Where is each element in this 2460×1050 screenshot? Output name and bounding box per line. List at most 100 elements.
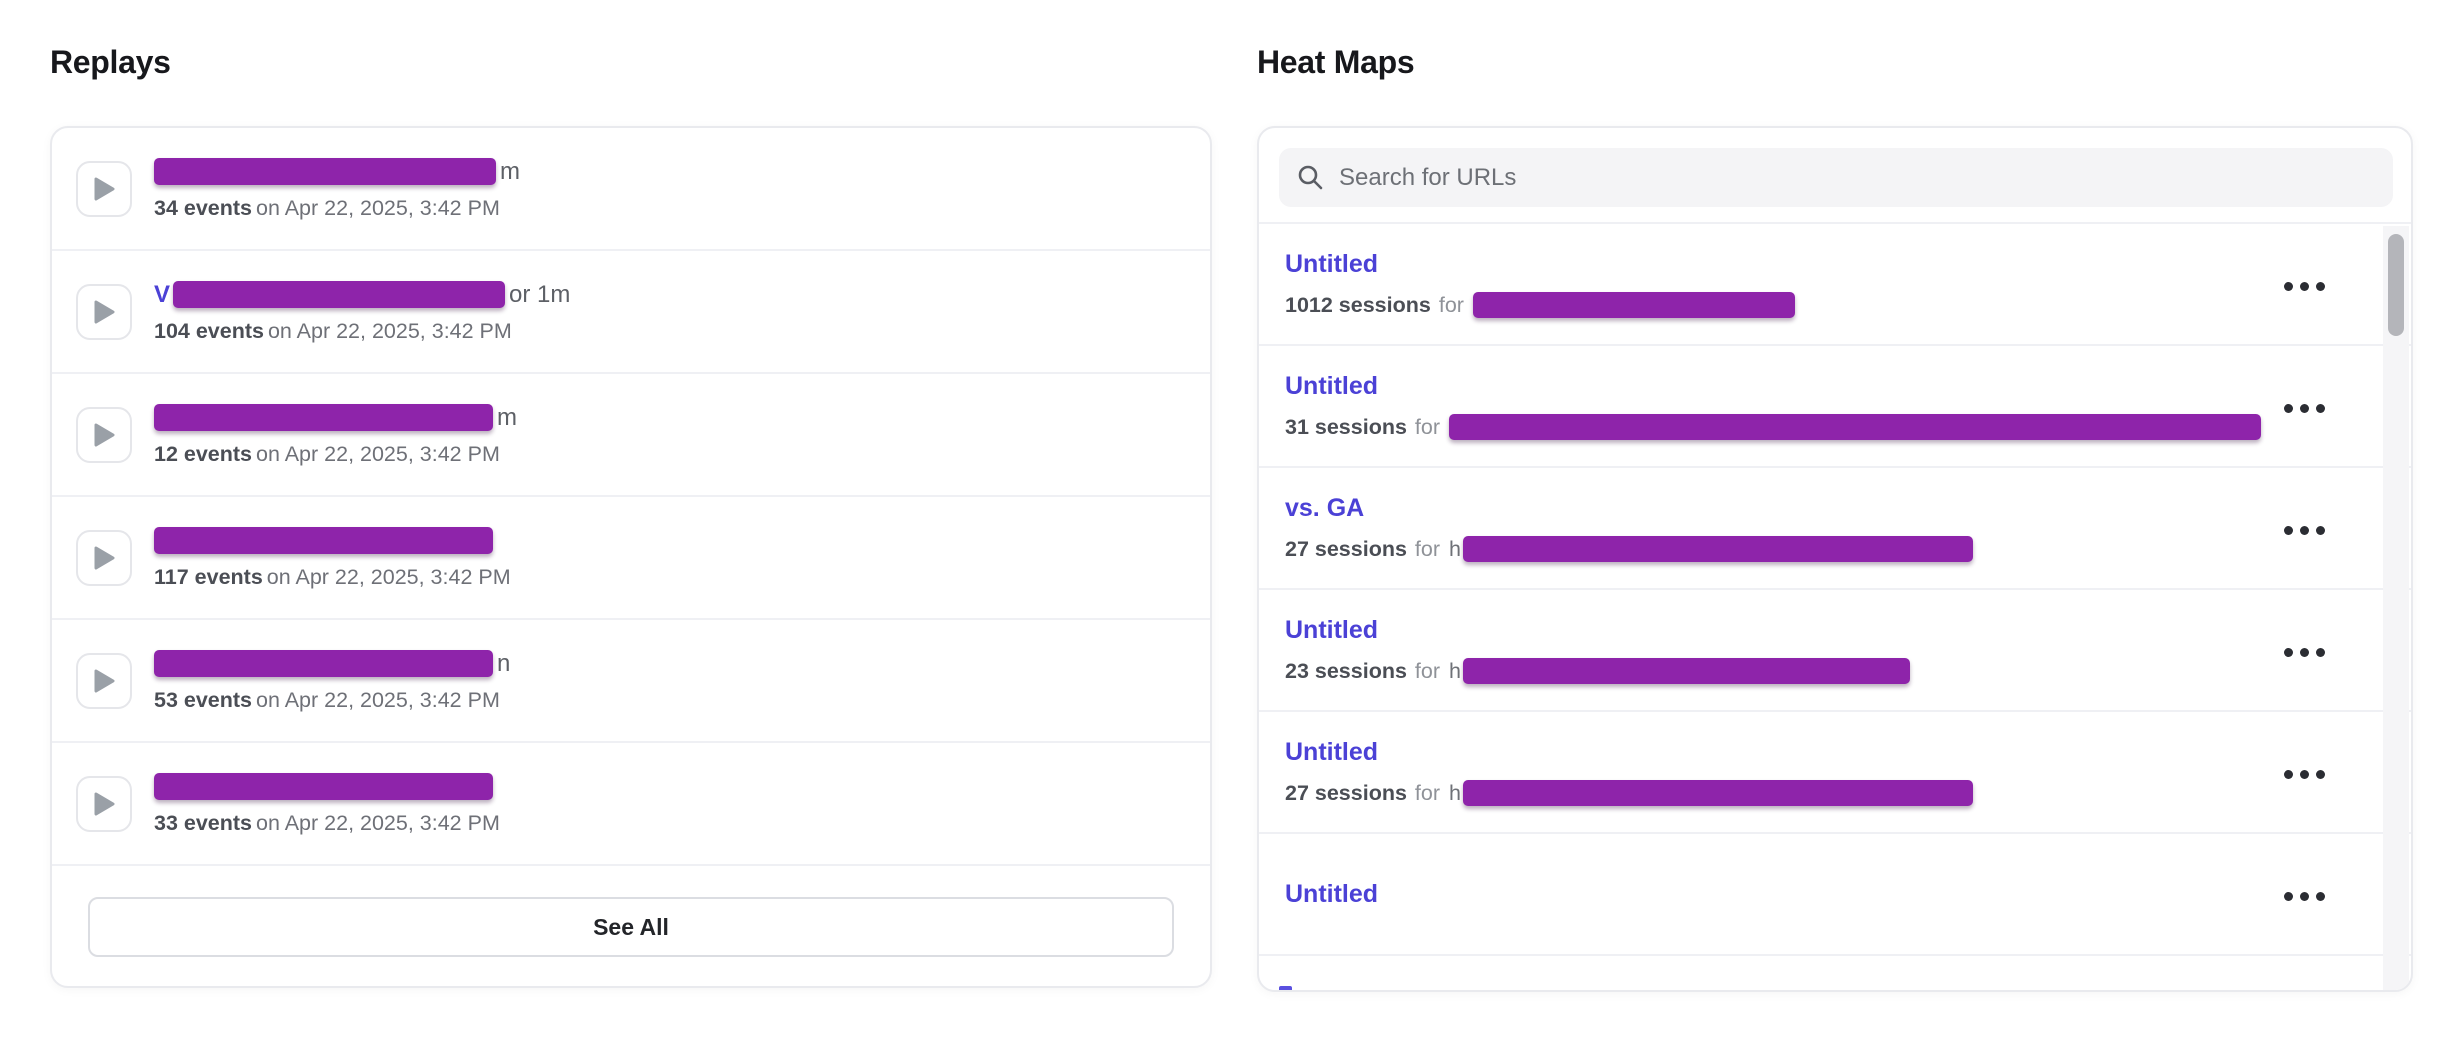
for-label: for [1414,536,1441,561]
replay-row: m 34 events on Apr 22, 2025, 3:42 PM [52,128,1210,251]
replay-text: n 53 events on Apr 22, 2025, 3:42 PM [154,649,510,713]
replays-section-title: Replays [50,44,171,80]
heatmap-sessions-line: 23 sessions for h [1285,658,2261,684]
heatmaps-search-header [1259,128,2411,224]
replay-timestamp: on Apr 22, 2025, 3:42 PM [266,564,511,589]
heatmap-sessions-line: 1012 sessions for [1285,292,2261,318]
event-count: 12 events [154,441,253,466]
visit-duration-fragment: m [497,403,517,431]
for-label: for [1414,780,1441,805]
heatmaps-scrollbar-thumb[interactable] [2388,234,2404,336]
url-search-box[interactable] [1279,148,2393,207]
visitor-name-line [154,772,500,802]
visitor-name-line: m [154,403,517,433]
replay-meta: 104 events on Apr 22, 2025, 3:42 PM [154,319,570,344]
heatmap-title-link[interactable]: vs. GA [1285,494,1365,522]
heatmaps-card: Untitled 1012 sessions for Untitled 31 s… [1257,126,2413,992]
replay-row: n 53 events on Apr 22, 2025, 3:42 PM [52,620,1210,743]
heatmap-title-link[interactable]: Untitled [1285,616,1379,644]
heatmap-row-partial [1259,956,2411,990]
row-options-button[interactable] [2280,400,2329,417]
heatmap-row: vs. GA 27 sessions for h [1259,468,2411,590]
play-button[interactable] [76,283,132,340]
play-button[interactable] [76,406,132,463]
heatmap-row: Untitled 27 sessions for h [1259,712,2411,834]
replay-text: 117 events on Apr 22, 2025, 3:42 PM [154,526,511,590]
ellipsis-icon [2284,282,2293,291]
heatmap-row: Untitled 1012 sessions for [1259,224,2411,346]
replay-timestamp: on Apr 22, 2025, 3:42 PM [267,318,512,343]
heatmap-title-link[interactable]: Untitled [1285,250,1379,278]
heatmap-sessions-line: 27 sessions for h [1285,536,2261,562]
replay-meta: 53 events on Apr 22, 2025, 3:42 PM [154,688,510,713]
replay-meta: 34 events on Apr 22, 2025, 3:42 PM [154,196,520,221]
session-count: 27 sessions [1285,536,1407,561]
redaction-bar [1462,780,1973,806]
heatmap-row: Untitled [1259,834,2411,956]
ellipsis-icon [2284,526,2293,535]
url-fragment: h [1449,536,1461,561]
row-options-button[interactable] [2280,644,2329,661]
heatmaps-list: Untitled 1012 sessions for Untitled 31 s… [1259,224,2411,990]
row-options-button[interactable] [2280,278,2329,295]
replay-timestamp: on Apr 22, 2025, 3:42 PM [256,195,500,220]
visit-duration-fragment: n [497,649,511,677]
see-all-button[interactable]: See All [88,897,1174,957]
play-icon [92,545,116,571]
play-icon [92,791,116,817]
event-count: 34 events [154,195,253,220]
heatmaps-section-title: Heat Maps [1257,44,1415,80]
search-input[interactable] [1339,163,2375,192]
heatmap-row: Untitled 23 sessions for h [1259,590,2411,712]
heatmap-title-link[interactable]: Untitled [1285,372,1379,400]
ellipsis-icon [2284,648,2293,657]
heatmap-title-link[interactable]: Untitled [1285,738,1379,766]
play-button[interactable] [76,775,132,832]
replay-row: 117 events on Apr 22, 2025, 3:42 PM [52,497,1210,620]
redaction-bar [1472,292,1795,318]
replay-text: m 34 events on Apr 22, 2025, 3:42 PM [154,157,520,221]
for-label: for [1438,292,1464,317]
redaction-bar [154,773,493,800]
ellipsis-icon [2284,770,2293,779]
url-fragment: h [1449,658,1461,683]
event-count: 53 events [154,687,253,712]
replays-footer: See All [52,866,1210,986]
heatmap-title-link[interactable]: Untitled [1285,879,1379,908]
replay-row: V or 1m 104 events on Apr 22, 2025, 3:42 … [52,251,1210,374]
row-options-button[interactable] [2280,888,2329,905]
play-button[interactable] [76,529,132,586]
play-icon [92,422,116,448]
play-button[interactable] [76,160,132,217]
session-count: 1012 sessions [1285,292,1431,317]
replay-timestamp: on Apr 22, 2025, 3:42 PM [256,810,500,835]
session-count: 31 sessions [1285,414,1407,439]
heatmap-sessions-line: 27 sessions for h [1285,780,2261,806]
event-count: 117 events [154,564,263,589]
event-count: 104 events [154,318,264,343]
play-icon [92,668,116,694]
visit-duration-fragment: or 1m [509,280,571,308]
replay-text: V or 1m 104 events on Apr 22, 2025, 3:42 … [154,280,570,344]
session-count: 27 sessions [1285,780,1407,805]
row-options-button[interactable] [2280,766,2329,783]
heatmaps-scrollbar-track[interactable] [2383,226,2409,990]
session-count: 23 sessions [1285,658,1407,683]
play-button[interactable] [76,652,132,709]
row-options-button[interactable] [2280,522,2329,539]
event-count: 33 events [154,810,253,835]
ellipsis-icon [2284,892,2293,901]
play-icon [92,299,116,325]
for-label: for [1414,658,1441,683]
replay-meta: 12 events on Apr 22, 2025, 3:42 PM [154,442,517,467]
clipped-link-sliver [1279,986,1292,990]
redaction-bar [154,158,496,185]
redaction-bar [173,281,506,308]
redaction-bar [1462,536,1973,562]
heatmap-sessions-line: 31 sessions for [1285,414,2261,440]
replay-timestamp: on Apr 22, 2025, 3:42 PM [256,687,500,712]
redaction-bar [154,527,493,554]
replay-meta: 117 events on Apr 22, 2025, 3:42 PM [154,565,511,590]
ellipsis-icon [2284,404,2293,413]
visitor-name-line [154,526,511,556]
